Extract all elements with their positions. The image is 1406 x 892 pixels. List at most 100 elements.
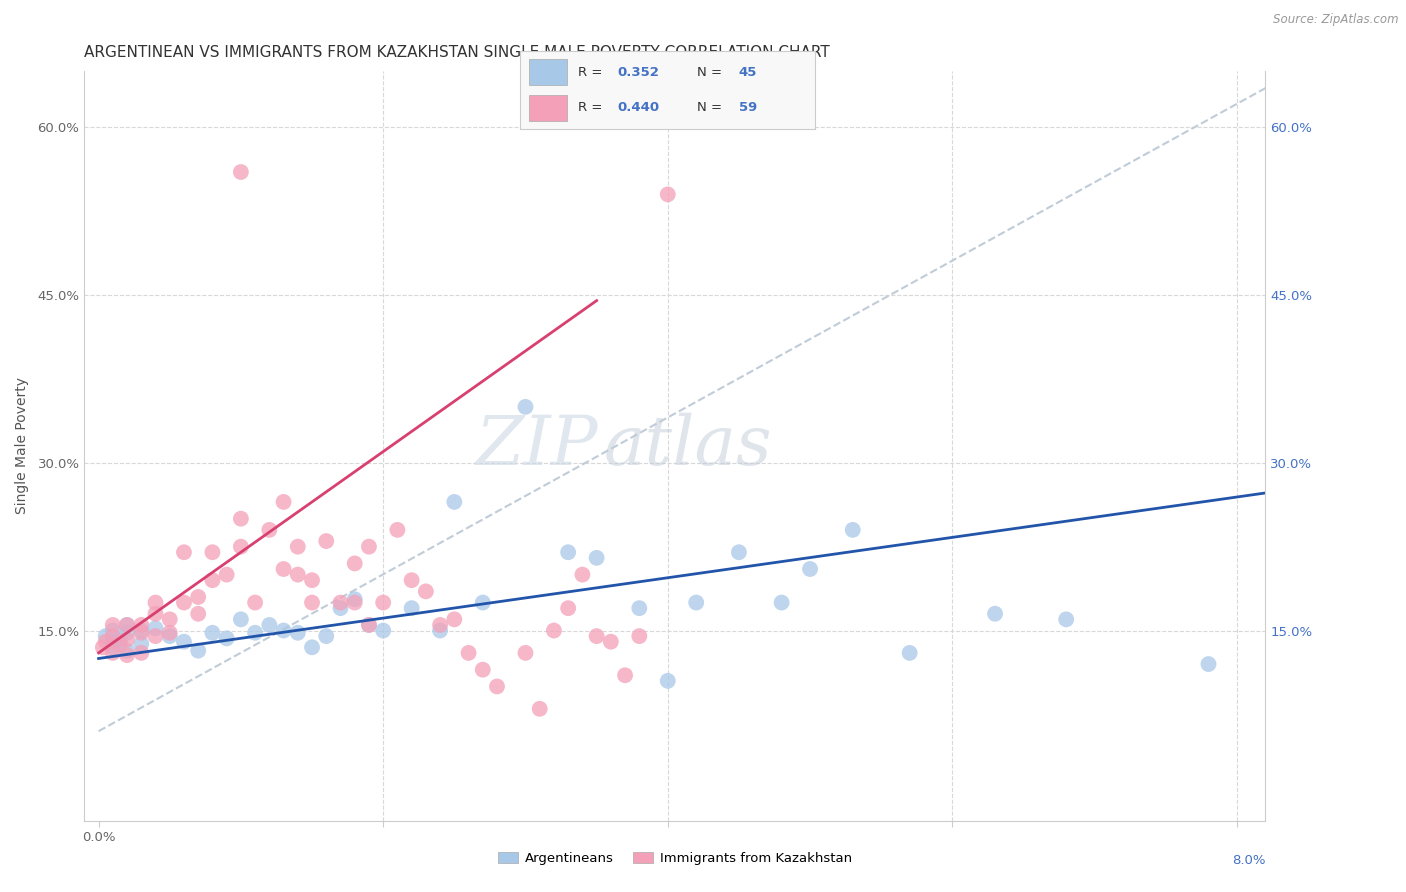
Point	[315, 629, 337, 643]
Point	[201, 545, 224, 559]
Text: 59: 59	[738, 101, 756, 114]
Point	[129, 646, 152, 660]
Point	[115, 625, 138, 640]
Point	[273, 624, 295, 638]
Point	[273, 495, 295, 509]
Point	[529, 702, 551, 716]
Point	[91, 640, 114, 655]
Point	[443, 612, 465, 626]
Point	[343, 596, 366, 610]
Point	[287, 540, 309, 554]
Point	[101, 634, 124, 648]
Point	[115, 648, 138, 662]
Text: ARGENTINEAN VS IMMIGRANTS FROM KAZAKHSTAN SINGLE MALE POVERTY CORRELATION CHART: ARGENTINEAN VS IMMIGRANTS FROM KAZAKHSTA…	[84, 45, 830, 61]
Point	[373, 596, 395, 610]
Point	[301, 573, 323, 587]
Point	[259, 523, 281, 537]
Point	[557, 601, 579, 615]
Point	[115, 618, 138, 632]
Point	[108, 632, 131, 647]
Point	[657, 187, 679, 202]
Point	[115, 643, 138, 657]
Point	[129, 624, 152, 638]
Point	[329, 601, 352, 615]
Point	[343, 592, 366, 607]
Point	[94, 634, 117, 648]
Point	[1198, 657, 1220, 671]
Text: ZIP: ZIP	[475, 413, 598, 479]
Point	[101, 624, 124, 638]
Point	[145, 629, 167, 643]
Point	[301, 596, 323, 610]
Point	[984, 607, 1007, 621]
Point	[842, 523, 865, 537]
Point	[373, 624, 395, 638]
Text: 8.0%: 8.0%	[1232, 855, 1265, 867]
Point	[471, 663, 494, 677]
Point	[187, 590, 209, 604]
Point	[415, 584, 437, 599]
Point	[515, 400, 537, 414]
Text: 0.440: 0.440	[617, 101, 659, 114]
Text: 45: 45	[738, 65, 756, 78]
Text: 0.352: 0.352	[617, 65, 659, 78]
Point	[187, 643, 209, 657]
Point	[108, 637, 131, 651]
Point	[94, 629, 117, 643]
Point	[357, 618, 380, 632]
Point	[1054, 612, 1077, 626]
Point	[485, 680, 508, 694]
Point	[101, 646, 124, 660]
Point	[101, 629, 124, 643]
Point	[115, 618, 138, 632]
Point	[243, 625, 266, 640]
Point	[129, 618, 152, 632]
Point	[343, 557, 366, 571]
Point	[614, 668, 637, 682]
Point	[770, 596, 793, 610]
Point	[129, 625, 152, 640]
Point	[471, 596, 494, 610]
Text: atlas: atlas	[605, 413, 772, 479]
Point	[145, 607, 167, 621]
Point	[387, 523, 409, 537]
Point	[145, 596, 167, 610]
Legend: Argentineans, Immigrants from Kazakhstan: Argentineans, Immigrants from Kazakhstan	[494, 847, 856, 871]
Point	[159, 629, 181, 643]
Point	[628, 601, 651, 615]
Point	[215, 632, 238, 646]
Bar	[529, 59, 568, 86]
Point	[229, 612, 252, 626]
Point	[287, 625, 309, 640]
Text: Source: ZipAtlas.com: Source: ZipAtlas.com	[1274, 13, 1399, 27]
Point	[599, 634, 621, 648]
Point	[229, 540, 252, 554]
Point	[543, 624, 565, 638]
Point	[201, 573, 224, 587]
Point	[571, 567, 593, 582]
Point	[585, 550, 607, 565]
Point	[898, 646, 921, 660]
Point	[229, 511, 252, 525]
Point	[685, 596, 707, 610]
Point	[159, 612, 181, 626]
Point	[429, 618, 451, 632]
Point	[429, 624, 451, 638]
Point	[173, 634, 195, 648]
Point	[129, 637, 152, 651]
Point	[515, 646, 537, 660]
Point	[243, 596, 266, 610]
Point	[628, 629, 651, 643]
Point	[201, 625, 224, 640]
Point	[585, 629, 607, 643]
Bar	[529, 95, 568, 121]
Point	[315, 534, 337, 549]
Point	[115, 632, 138, 647]
Point	[657, 673, 679, 688]
Text: N =: N =	[697, 101, 727, 114]
Point	[287, 567, 309, 582]
Point	[301, 640, 323, 655]
Point	[457, 646, 479, 660]
Text: R =: R =	[578, 101, 606, 114]
Point	[357, 618, 380, 632]
